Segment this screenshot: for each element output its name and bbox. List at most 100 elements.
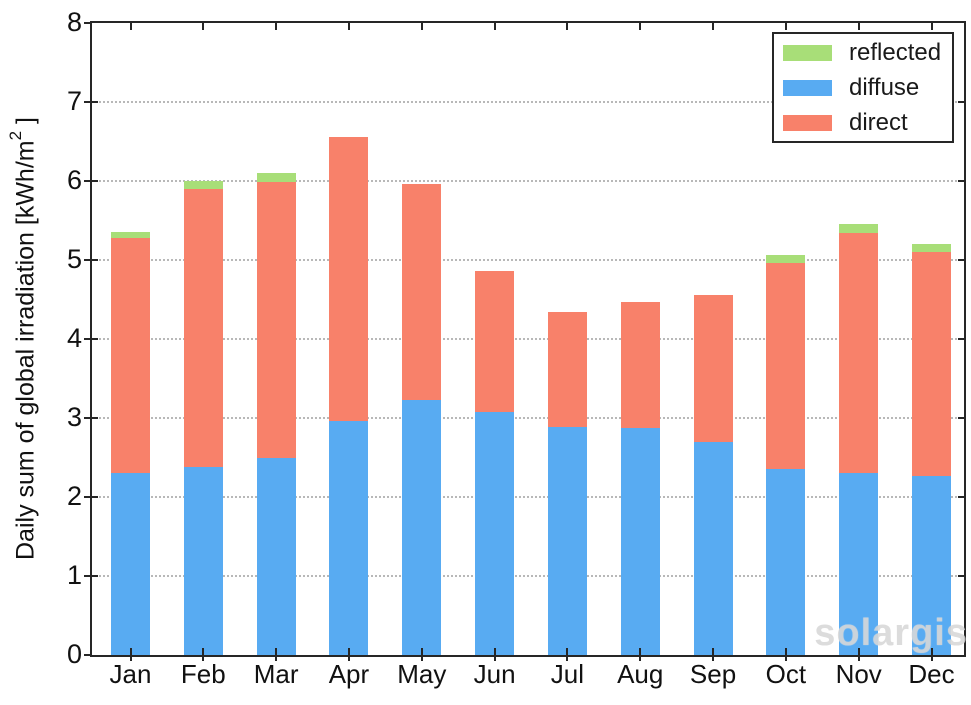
- x-tick-bottom-outer-aug: [639, 655, 642, 661]
- y-tick-left-outer-7: [84, 101, 90, 103]
- x-tick-bottom-inner-sep: [712, 648, 715, 655]
- bar-segment-direct-may: [402, 184, 442, 400]
- x-tick-top-feb: [202, 23, 205, 30]
- bar-segment-direct-dec: [912, 252, 952, 476]
- x-tick-bottom-inner-dec: [930, 648, 933, 655]
- y-axis-title-bracket: ]: [11, 117, 40, 132]
- gridline-y-1: [92, 575, 964, 577]
- bar-segment-direct-jan: [111, 238, 150, 473]
- x-tick-bottom-inner-feb: [202, 648, 205, 655]
- x-tick-bottom-outer-nov: [857, 655, 860, 661]
- y-tick-right-inner-6: [958, 180, 964, 182]
- x-tick-top-aug: [639, 23, 642, 30]
- y-tick-left-inner-7: [92, 101, 98, 103]
- y-tick-right-inner-3: [958, 417, 964, 419]
- x-tick-bottom-inner-jul: [566, 648, 569, 655]
- watermark-solargis: solargis: [814, 612, 968, 654]
- bar-segment-direct-aug: [620, 302, 660, 428]
- gridline-y-3: [92, 417, 964, 419]
- bar-segment-diffuse-dec: [912, 476, 952, 655]
- y-tick-label-7: 7: [66, 86, 82, 116]
- x-tick-label-apr: Apr: [328, 659, 370, 689]
- y-tick-right-inner-1: [958, 575, 964, 577]
- legend-label-reflected: reflected: [849, 38, 942, 66]
- legend-item-direct: direct: [774, 106, 952, 139]
- gridline-y-5: [92, 259, 964, 261]
- gridline-y-4: [92, 338, 964, 340]
- y-tick-label-2: 2: [66, 481, 82, 511]
- bar-segment-reflected-dec: [912, 244, 952, 252]
- bar-segment-diffuse-feb: [183, 467, 223, 655]
- x-tick-bottom-outer-sep: [712, 655, 715, 661]
- x-tick-top-oct: [784, 23, 787, 30]
- y-tick-label-4: 4: [66, 323, 82, 353]
- y-tick-label-0: 0: [66, 639, 82, 669]
- y-tick-label-8: 8: [66, 7, 82, 37]
- y-tick-right-inner-2: [958, 496, 964, 498]
- bar-segment-reflected-jan: [111, 232, 150, 238]
- bar-segment-direct-feb: [183, 189, 223, 467]
- legend-label-diffuse: diffuse: [849, 73, 920, 101]
- y-tick-left-inner-6: [92, 180, 98, 182]
- x-tick-label-nov: Nov: [835, 659, 882, 689]
- y-tick-right-inner-7: [958, 101, 964, 103]
- x-tick-bottom-inner-apr: [347, 648, 350, 655]
- x-tick-label-mar: Mar: [253, 659, 299, 689]
- x-tick-label-dec: Dec: [908, 659, 955, 689]
- y-tick-right-inner-4: [958, 338, 964, 340]
- x-tick-bottom-outer-mar: [275, 655, 278, 661]
- x-tick-bottom-inner-jan: [129, 648, 132, 655]
- x-tick-bottom-outer-may: [420, 655, 423, 661]
- x-tick-bottom-inner-nov: [857, 648, 860, 655]
- y-tick-left-outer-8: [84, 22, 90, 24]
- y-tick-left-outer-4: [84, 338, 90, 340]
- bar-segment-diffuse-sep: [693, 442, 733, 655]
- x-tick-bottom-outer-jan: [129, 655, 132, 661]
- x-tick-bottom-outer-jul: [566, 655, 569, 661]
- y-tick-left-outer-2: [84, 496, 90, 498]
- x-tick-bottom-outer-jun: [493, 655, 496, 661]
- bar-segment-diffuse-jan: [111, 473, 150, 655]
- legend: reflected diffuse direct: [772, 32, 954, 143]
- x-tick-top-jul: [566, 23, 569, 30]
- x-tick-label-may: May: [397, 659, 447, 689]
- x-tick-bottom-outer-oct: [784, 655, 787, 661]
- y-tick-left-inner-4: [92, 338, 98, 340]
- x-tick-bottom-outer-dec: [930, 655, 933, 661]
- bar-segment-direct-jun: [475, 271, 515, 412]
- x-tick-label-feb: Feb: [180, 659, 226, 689]
- x-tick-bottom-inner-may: [420, 648, 423, 655]
- y-tick-left-inner-3: [92, 417, 98, 419]
- y-tick-right-inner-5: [958, 259, 964, 261]
- bar-segment-direct-mar: [256, 182, 296, 458]
- x-tick-top-may: [420, 23, 423, 30]
- bar-segment-reflected-nov: [839, 224, 879, 233]
- bar-segment-diffuse-may: [402, 400, 442, 655]
- legend-item-reflected: reflected: [774, 36, 952, 69]
- x-tick-top-jun: [493, 23, 496, 30]
- y-tick-label-6: 6: [66, 165, 82, 195]
- bar-segment-diffuse-nov: [839, 473, 879, 655]
- bar-segment-reflected-feb: [183, 181, 223, 189]
- x-tick-bottom-inner-jun: [493, 648, 496, 655]
- bar-segment-diffuse-aug: [620, 428, 660, 655]
- gridline-y-7: [92, 101, 964, 103]
- x-tick-bottom-inner-aug: [639, 648, 642, 655]
- y-axis-title-superscript: 2: [6, 131, 25, 141]
- y-tick-left-inner-1: [92, 575, 98, 577]
- y-tick-left-outer-6: [84, 180, 90, 182]
- x-tick-label-jun: Jun: [473, 659, 516, 689]
- bar-segment-reflected-mar: [256, 173, 296, 182]
- x-tick-bottom-inner-mar: [275, 648, 278, 655]
- bar-segment-diffuse-apr: [329, 421, 369, 655]
- legend-swatch-reflected: [783, 44, 832, 61]
- gridline-y-2: [92, 496, 964, 498]
- x-tick-label-jan: Jan: [109, 659, 152, 689]
- bar-segment-direct-jul: [547, 312, 587, 427]
- bar-segment-reflected-oct: [766, 255, 806, 263]
- legend-swatch-direct: [783, 114, 832, 131]
- y-tick-label-1: 1: [66, 560, 82, 590]
- x-tick-bottom-inner-oct: [784, 648, 787, 655]
- y-tick-left-outer-0: [84, 654, 90, 656]
